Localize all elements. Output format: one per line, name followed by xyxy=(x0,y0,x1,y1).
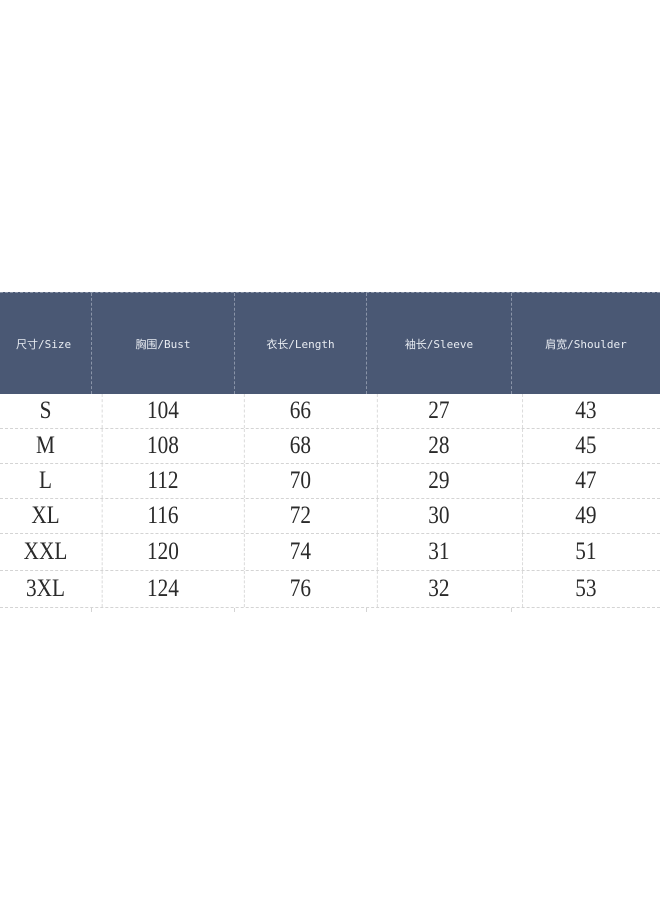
cell-sleeve: 27 xyxy=(376,394,500,428)
header-shoulder: 肩宽/Shoulder xyxy=(511,293,660,394)
cell-shoulder: 45 xyxy=(522,429,649,463)
cell-shoulder: 51 xyxy=(522,534,649,570)
cell-sleeve: 29 xyxy=(376,464,500,498)
table-row: L 112 70 29 47 xyxy=(0,464,660,499)
cell-shoulder: 47 xyxy=(522,464,649,498)
cell-shoulder: 49 xyxy=(522,499,649,533)
cell-bust: 116 xyxy=(101,499,224,533)
cell-bust: 112 xyxy=(101,464,224,498)
cell-length: 68 xyxy=(243,429,356,463)
header-length: 衣长/Length xyxy=(234,293,366,394)
cell-sleeve: 28 xyxy=(376,429,500,463)
table-tail xyxy=(0,608,660,612)
table-row: M 108 68 28 45 xyxy=(0,429,660,464)
cell-size: S xyxy=(39,397,52,424)
cell-length: 76 xyxy=(243,571,356,607)
cell-shoulder: 43 xyxy=(522,394,649,428)
cell-length: 74 xyxy=(243,534,356,570)
cell-length: 66 xyxy=(243,394,356,428)
cell-sleeve: 32 xyxy=(376,571,500,607)
cell-shoulder: 53 xyxy=(522,571,649,607)
size-chart-table: 尺寸/Size 胸围/Bust 衣长/Length 袖长/Sleeve 肩宽/S… xyxy=(0,292,660,612)
table-header-row: 尺寸/Size 胸围/Bust 衣长/Length 袖长/Sleeve 肩宽/S… xyxy=(0,292,660,394)
cell-length: 72 xyxy=(243,499,356,533)
cell-bust: 108 xyxy=(101,429,224,463)
cell-size: XXL xyxy=(23,538,68,565)
cell-sleeve: 30 xyxy=(376,499,500,533)
cell-size: 3XL xyxy=(26,575,65,602)
cell-size: XL xyxy=(31,502,60,529)
table-row: XL 116 72 30 49 xyxy=(0,499,660,534)
cell-bust: 104 xyxy=(101,394,224,428)
cell-length: 70 xyxy=(243,464,356,498)
cell-bust: 120 xyxy=(101,534,224,570)
table-row: S 104 66 27 43 xyxy=(0,394,660,429)
header-sleeve: 袖长/Sleeve xyxy=(366,293,511,394)
cell-sleeve: 31 xyxy=(376,534,500,570)
cell-size: M xyxy=(36,432,55,459)
table-row: XXL 120 74 31 51 xyxy=(0,534,660,571)
cell-bust: 124 xyxy=(101,571,224,607)
header-bust: 胸围/Bust xyxy=(91,293,234,394)
table-row: 3XL 124 76 32 53 xyxy=(0,571,660,608)
header-size: 尺寸/Size xyxy=(16,337,72,351)
cell-size: L xyxy=(39,467,52,494)
